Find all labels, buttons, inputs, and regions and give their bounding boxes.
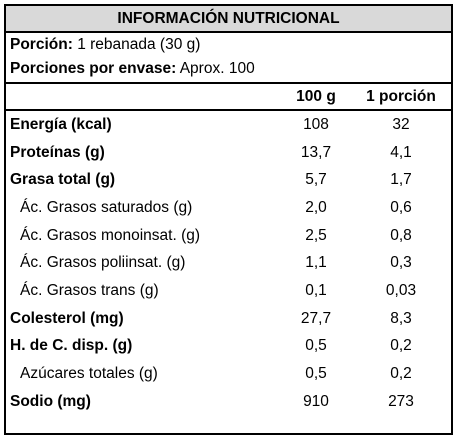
nutrient-name: Ác. Grasos monoinsat. (g) <box>20 226 201 244</box>
table-row: Ác. Grasos poliinsat. (g) 1,1 0,3 <box>6 249 451 277</box>
table-row: Sodio (mg) 910 273 <box>6 388 451 416</box>
table-row: Ác. Grasos monoinsat. (g) 2,5 0,8 <box>6 222 451 250</box>
header-per-100g: 100 g <box>281 84 351 111</box>
value-per-portion: 1,7 <box>390 171 412 189</box>
nutrient-name: Ác. Grasos trans (g) <box>20 281 159 299</box>
nutrient-name: Sodio (mg) <box>10 392 91 410</box>
value-per-portion: 8,3 <box>390 309 412 327</box>
table-row: Azúcares totales (g) 0,5 0,2 <box>6 360 451 388</box>
value-per-portion: 0,6 <box>390 198 412 216</box>
table-row: Energía (kcal) 108 32 <box>6 110 451 139</box>
nutrient-name: H. de C. disp. (g) <box>10 337 133 355</box>
value-per-portion: 0,8 <box>390 226 412 244</box>
nutrient-name: Azúcares totales (g) <box>20 365 158 383</box>
value-per-100g: 1,1 <box>305 254 327 272</box>
portion-label: Porción: <box>10 36 73 53</box>
nutrient-name: Colesterol (mg) <box>10 309 124 327</box>
nutrient-name: Energía (kcal) <box>10 115 112 133</box>
value-per-portion: 0,03 <box>385 281 417 299</box>
table-row: Ác. Grasos trans (g) 0,1 0,03 <box>6 277 451 305</box>
portion-line: Porción: 1 rebanada (30 g) <box>6 33 451 57</box>
nutrient-name: Grasa total (g) <box>10 171 116 189</box>
table-row: Proteínas (g) 13,7 4,1 <box>6 139 451 167</box>
value-per-100g: 108 <box>303 115 329 133</box>
value-per-portion: 273 <box>388 392 414 410</box>
table-header-row: 100 g 1 porción <box>6 84 451 111</box>
portion-value: 1 rebanada (30 g) <box>77 36 201 53</box>
nutrient-name: Ác. Grasos saturados (g) <box>20 198 193 216</box>
nutrient-table: 100 g 1 porción Energía (kcal) 108 32 Prote… <box>6 84 451 416</box>
nutrient-name: Ác. Grasos poliinsat. (g) <box>20 254 186 272</box>
value-per-100g: 27,7 <box>300 309 332 327</box>
value-per-portion: 32 <box>392 115 410 133</box>
servings-line: Porciones por envase: Aprox. 100 <box>6 57 451 84</box>
label-title: INFORMACIÓN NUTRICIONAL <box>6 6 451 33</box>
value-per-portion: 0,2 <box>390 337 412 355</box>
value-per-100g: 2,0 <box>305 198 327 216</box>
value-per-100g: 0,5 <box>305 365 327 383</box>
value-per-portion: 0,2 <box>390 365 412 383</box>
header-per-portion: 1 porción <box>351 84 451 111</box>
value-per-100g: 0,5 <box>305 337 327 355</box>
table-row: Colesterol (mg) 27,7 8,3 <box>6 305 451 333</box>
nutrition-facts-label: INFORMACIÓN NUTRICIONAL Porción: 1 reban… <box>4 4 453 435</box>
value-per-100g: 2,5 <box>305 226 327 244</box>
table-row: Ác. Grasos saturados (g) 2,0 0,6 <box>6 194 451 222</box>
servings-value: Aprox. 100 <box>179 60 255 77</box>
nutrient-rows: Energía (kcal) 108 32 Proteínas (g) 13,7 4,1 G… <box>6 110 451 416</box>
value-per-100g: 13,7 <box>300 143 332 161</box>
servings-label: Porciones por envase: <box>10 60 177 77</box>
header-nutrient <box>6 84 281 111</box>
value-per-100g: 0,1 <box>305 281 327 299</box>
nutrient-name: Proteínas (g) <box>10 143 105 161</box>
value-per-portion: 0,3 <box>390 254 412 272</box>
value-per-portion: 4,1 <box>390 143 412 161</box>
table-row: Grasa total (g) 5,7 1,7 <box>6 166 451 194</box>
table-row: H. de C. disp. (g) 0,5 0,2 <box>6 333 451 361</box>
value-per-100g: 910 <box>303 392 329 410</box>
value-per-100g: 5,7 <box>305 171 327 189</box>
